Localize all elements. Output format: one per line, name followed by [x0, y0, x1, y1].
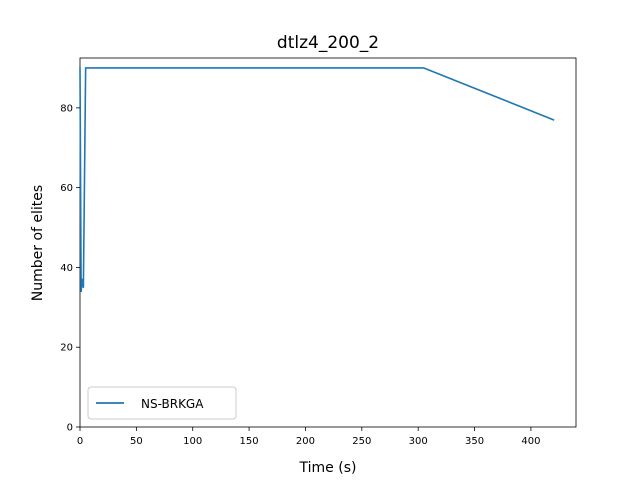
chart-title: dtlz4_200_2 — [277, 33, 379, 53]
y-axis-ticks: 0 20 40 60 80 — [60, 103, 80, 434]
y-tick-label: 0 — [67, 423, 73, 434]
x-tick-label: 300 — [409, 436, 428, 447]
y-tick-label: 80 — [60, 103, 73, 114]
x-tick-label: 0 — [77, 436, 83, 447]
axes-frame — [79, 57, 577, 428]
x-tick-label: 200 — [296, 436, 315, 447]
x-axis-ticks: 0 50 100 150 200 250 300 350 400 — [77, 427, 540, 447]
x-tick-label: 250 — [352, 436, 371, 447]
series-line-ns-brkga — [79, 67, 555, 293]
legend: NS-BRKGA — [87, 386, 237, 420]
x-tick-label: 150 — [240, 436, 259, 447]
y-tick-label: 20 — [60, 343, 73, 354]
legend-label: NS-BRKGA — [141, 397, 204, 411]
y-tick-label: 60 — [60, 183, 73, 194]
x-tick-label: 50 — [130, 436, 143, 447]
plot-area: 0 50 100 150 200 250 300 350 400 0 20 40 60 80 — [60, 57, 577, 447]
y-tick-label: 40 — [60, 263, 73, 274]
x-tick-label: 400 — [521, 436, 540, 447]
y-axis-label: Number of elites — [30, 185, 46, 301]
x-axis-label: Time (s) — [299, 460, 357, 476]
x-tick-label: 100 — [183, 436, 202, 447]
series-layer — [79, 67, 555, 293]
x-tick-label: 350 — [465, 436, 484, 447]
legend-box — [87, 386, 237, 420]
